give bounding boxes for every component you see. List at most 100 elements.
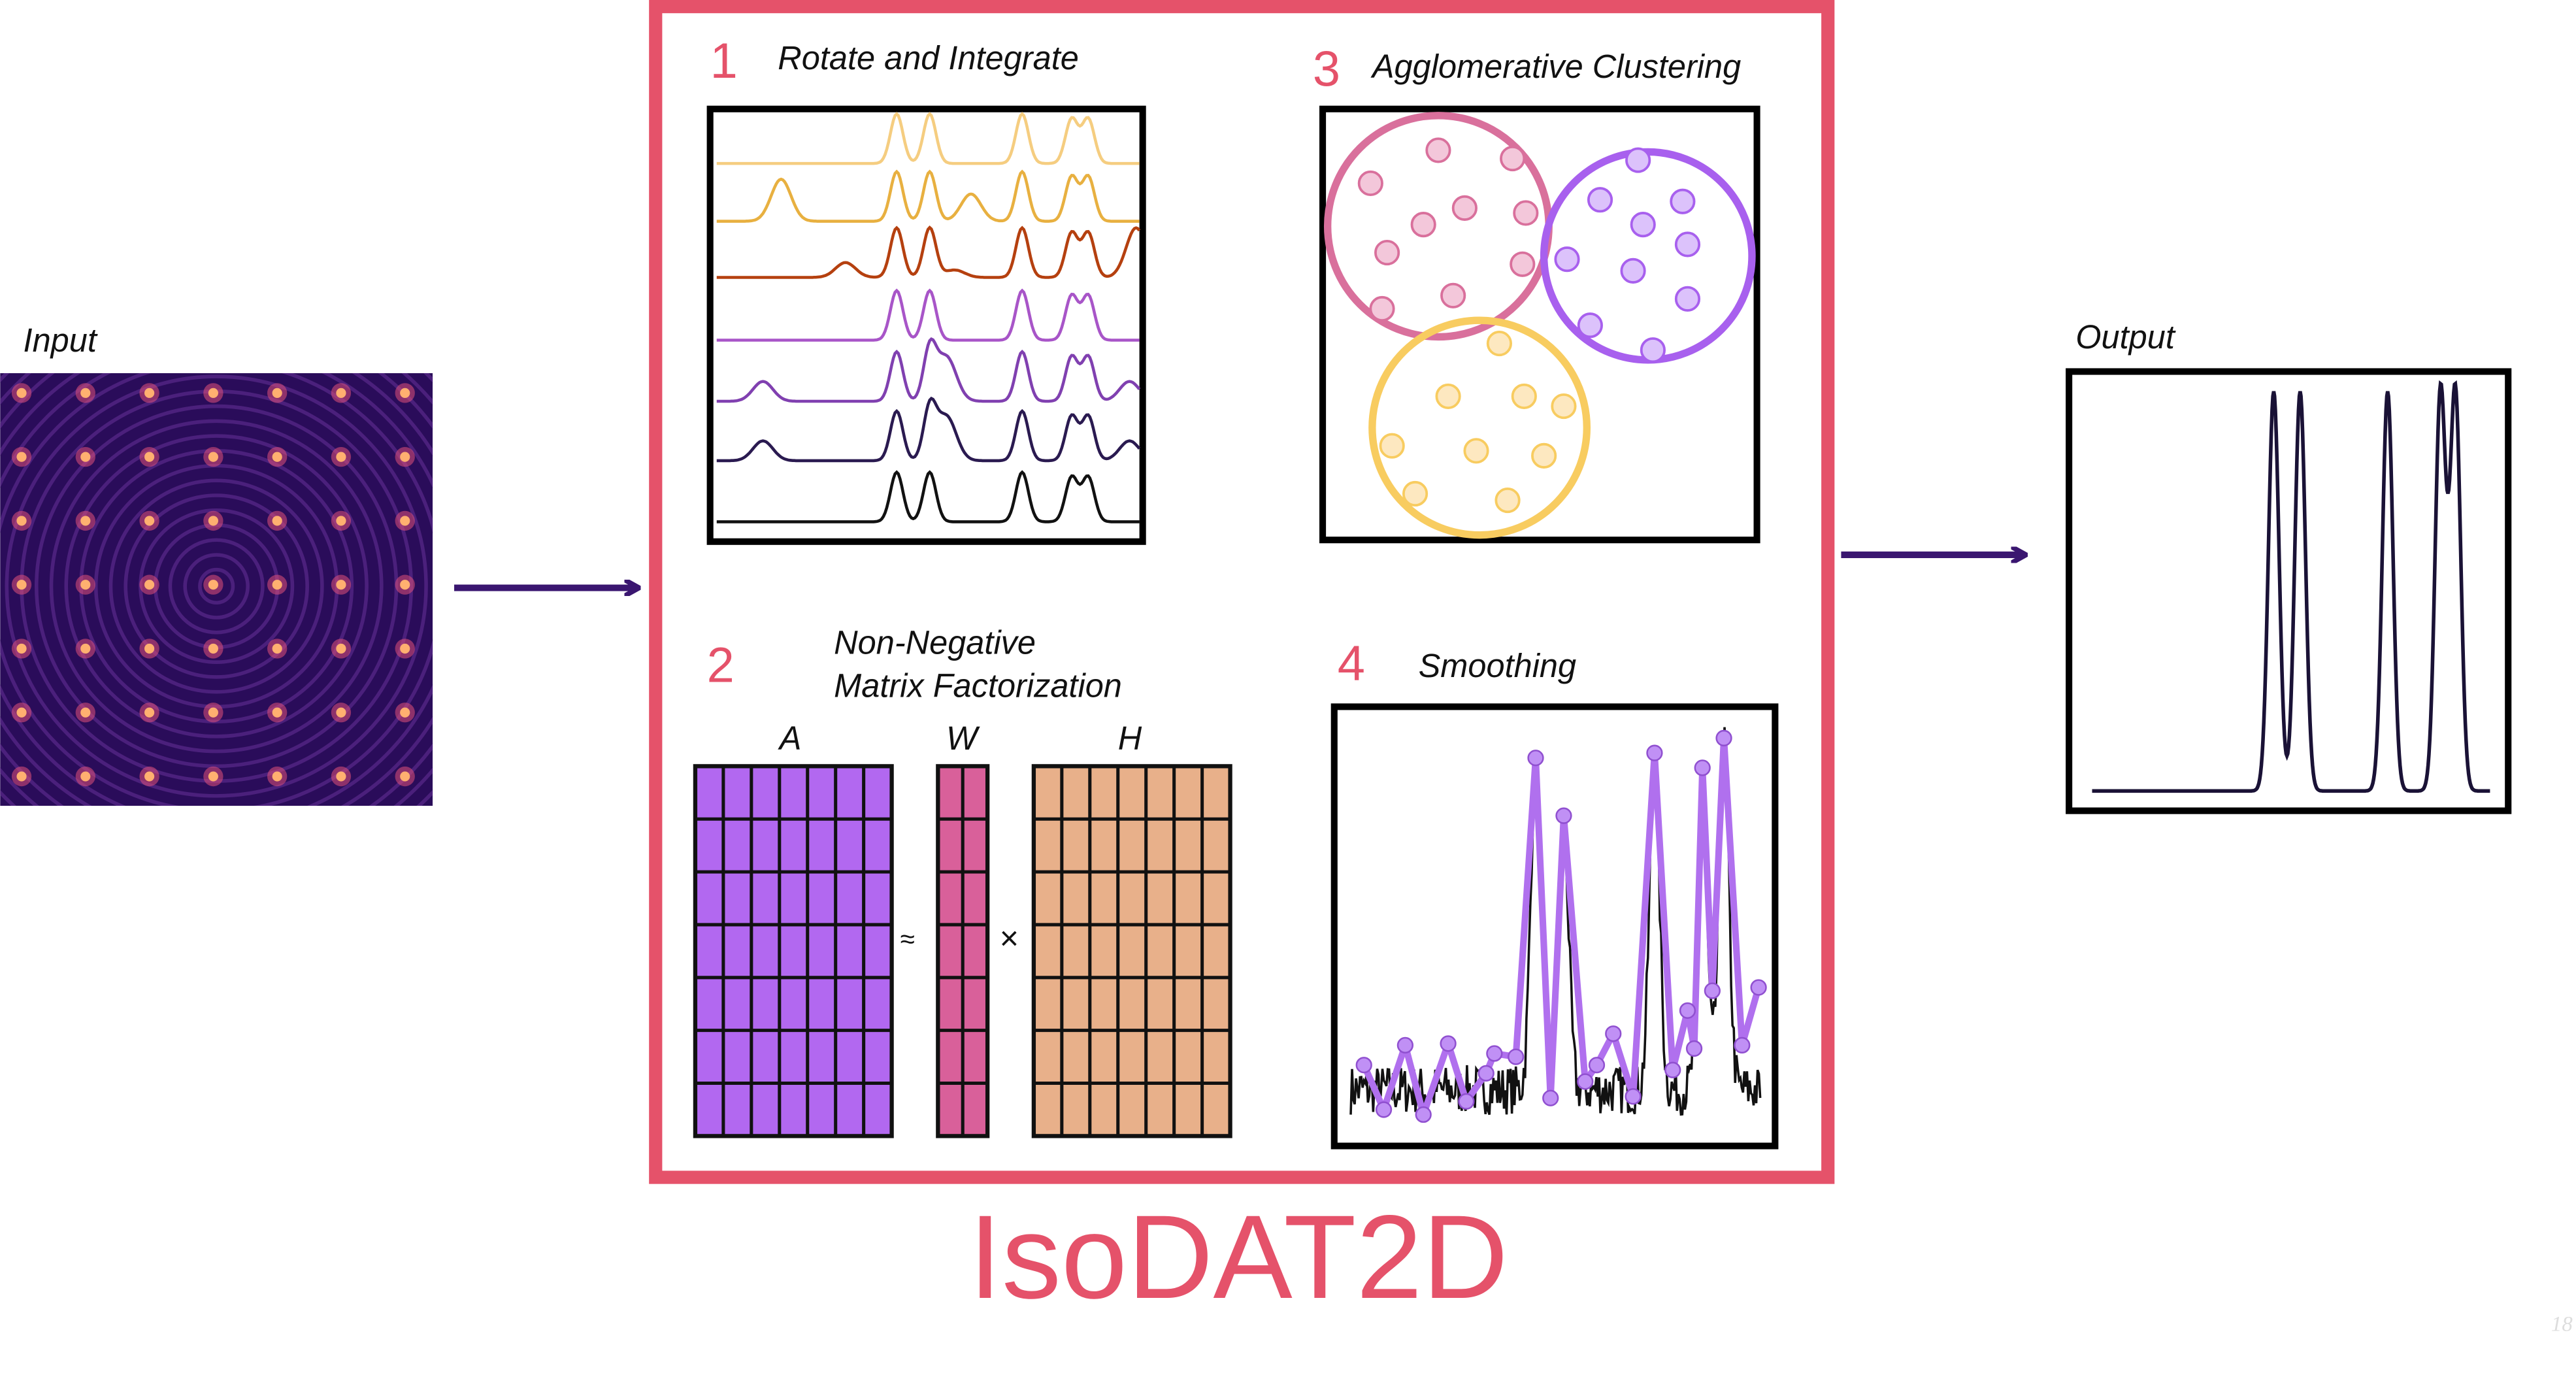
diffraction-ring [183, 553, 250, 620]
bragg-spot [272, 388, 282, 398]
smoothed-point [1704, 982, 1721, 999]
bragg-spot [400, 388, 410, 398]
step-3-label: Agglomerative Clustering [1370, 48, 1741, 85]
step-1-label: Rotate and Integrate [778, 39, 1079, 76]
matrix-w [936, 764, 990, 1138]
smoothed-point [1577, 1073, 1594, 1090]
cluster-point [1486, 330, 1512, 357]
cluster-point [1425, 137, 1451, 163]
bragg-spot [144, 388, 155, 398]
bragg-spot [16, 580, 27, 590]
input-label: Input [24, 322, 98, 359]
cluster-point [1374, 240, 1400, 266]
integrated-traces [716, 112, 1141, 523]
bragg-spot [208, 707, 218, 718]
integrated-trace [716, 225, 1141, 279]
cluster-point [1357, 170, 1383, 197]
cluster-point [1630, 212, 1656, 238]
cluster-point [1510, 251, 1536, 277]
bragg-spot [208, 580, 218, 590]
cluster-point [1670, 188, 1696, 214]
matrix-w-label: W [946, 720, 980, 757]
smoothed-point [1646, 744, 1663, 761]
cluster-point [1402, 480, 1428, 507]
smoothed-point [1375, 1101, 1393, 1118]
integrated-trace [716, 396, 1141, 463]
cluster-point [1440, 282, 1466, 308]
step-4-label: Smoothing [1419, 647, 1577, 684]
cluster-point [1587, 187, 1613, 213]
diffraction-ring [168, 538, 265, 635]
isodat2d-frame [649, 0, 1835, 1184]
smoothed-point [1486, 1045, 1503, 1062]
integrated-trace [716, 470, 1140, 523]
bragg-spot [272, 516, 282, 526]
cluster-point [1577, 312, 1603, 339]
approx-symbol: ≈ [900, 923, 914, 953]
bragg-spot [16, 516, 27, 526]
bragg-spot [336, 771, 346, 782]
bragg-spot [80, 452, 91, 462]
cluster-point [1674, 286, 1701, 312]
integrated-trace [716, 169, 1140, 223]
bragg-spot [400, 707, 410, 718]
step-1-number: 1 [710, 33, 738, 89]
smoothed-point [1396, 1036, 1414, 1054]
bragg-spot [144, 707, 155, 718]
bragg-spot [144, 516, 155, 526]
smoothed-point [1527, 750, 1544, 767]
diffraction-ring [5, 374, 428, 798]
bragg-spot [336, 452, 346, 462]
bragg-spot [400, 771, 410, 782]
smoothed-point [1542, 1089, 1559, 1106]
bragg-spot [272, 452, 282, 462]
cluster-point [1451, 195, 1478, 221]
cluster-point [1494, 488, 1521, 514]
cluster-circle [1368, 316, 1591, 539]
bragg-spot [272, 580, 282, 590]
matrix-h-label: H [1118, 720, 1142, 757]
smoothed-point [1355, 1057, 1372, 1074]
smoothed-point [1625, 1088, 1642, 1105]
smoothed-point [1415, 1106, 1432, 1123]
bragg-spot [272, 643, 282, 654]
isodat2d-title: IsoDAT2D [968, 1190, 1508, 1323]
bragg-spot [208, 771, 218, 782]
cluster-point [1463, 438, 1489, 464]
step-3-number: 3 [1313, 41, 1340, 97]
bragg-spot [144, 771, 155, 782]
smoothed-point [1508, 1048, 1525, 1065]
cluster-point [1531, 442, 1557, 469]
smoothed-point [1694, 759, 1711, 776]
bragg-spot [400, 580, 410, 590]
bragg-spot [80, 516, 91, 526]
bragg-spot [144, 580, 155, 590]
integrated-trace [716, 288, 1140, 342]
cluster-point [1640, 337, 1666, 363]
cluster-point [1551, 393, 1577, 420]
bragg-spot [336, 516, 346, 526]
cluster-point [1625, 147, 1651, 173]
smoothing-plot [1349, 727, 1767, 1123]
step-4-number: 4 [1338, 636, 1365, 691]
diffraction-ring [198, 567, 235, 605]
step-2-label-line1: Non-Negative [834, 624, 1036, 661]
times-symbol: × [999, 920, 1019, 957]
matrix-a-body [693, 764, 894, 1138]
smoothed-point [1664, 1061, 1681, 1078]
cluster-point [1500, 145, 1526, 172]
cluster-point [1554, 246, 1580, 273]
integrated-trace [716, 337, 1141, 403]
output-label: Output [2075, 318, 2176, 356]
cluster-point [1379, 433, 1405, 459]
smoothed-point [1734, 1036, 1751, 1054]
smoothed-point [1555, 807, 1572, 824]
cluster-point [1435, 383, 1461, 409]
matrix-h [1031, 764, 1232, 1138]
diffraction-ring [108, 478, 324, 694]
bragg-spot [336, 580, 346, 590]
page-number: 18 [2551, 1313, 2573, 1336]
bragg-spot [400, 516, 410, 526]
bragg-spot [80, 388, 91, 398]
cluster-point [1674, 231, 1701, 257]
